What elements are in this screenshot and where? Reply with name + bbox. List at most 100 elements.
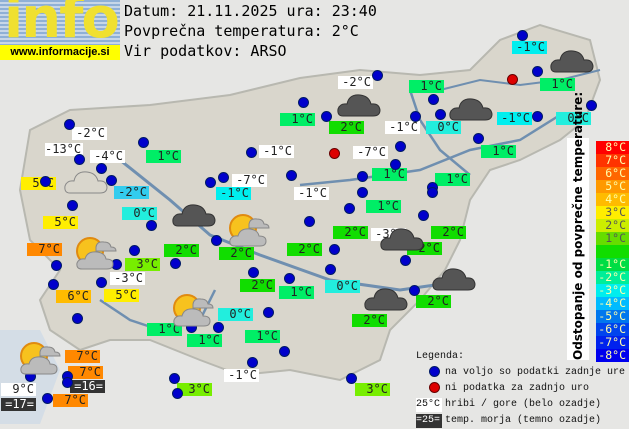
station-temperature[interactable]: 5°C xyxy=(43,216,78,229)
station-dot-icon[interactable] xyxy=(372,70,383,81)
station-temperature[interactable]: 1°C xyxy=(146,150,181,163)
station-dot-icon[interactable] xyxy=(64,119,75,130)
station-dot-icon[interactable] xyxy=(427,187,438,198)
station-temperature[interactable]: 7°C xyxy=(68,366,103,379)
station-dot-icon[interactable] xyxy=(96,277,107,288)
station-dot-icon[interactable] xyxy=(211,235,222,246)
station-temperature[interactable]: -7°C xyxy=(353,146,388,159)
station-temperature[interactable]: 1°C xyxy=(435,173,470,186)
station-dot-icon[interactable] xyxy=(170,258,181,269)
station-temperature[interactable]: 1°C xyxy=(540,78,575,91)
station-temperature[interactable]: -1°C xyxy=(294,187,329,200)
station-temperature[interactable]: -2°C xyxy=(114,186,149,199)
station-dot-icon[interactable] xyxy=(400,255,411,266)
station-missing-dot-icon[interactable] xyxy=(329,148,340,159)
station-dot-icon[interactable] xyxy=(146,220,157,231)
station-dot-icon[interactable] xyxy=(586,100,597,111)
station-temperature[interactable]: -1°C xyxy=(259,145,294,158)
station-temperature[interactable]: 2°C xyxy=(352,314,387,327)
station-temperature[interactable]: 1°C xyxy=(280,113,315,126)
station-dot-icon[interactable] xyxy=(51,260,62,271)
station-temperature[interactable]: 2°C xyxy=(416,295,451,308)
station-temperature[interactable]: =16= xyxy=(70,380,105,393)
station-dot-icon[interactable] xyxy=(344,203,355,214)
station-dot-icon[interactable] xyxy=(395,141,406,152)
station-dot-icon[interactable] xyxy=(172,388,183,399)
station-temperature[interactable]: -13°C xyxy=(45,142,83,156)
station-dot-icon[interactable] xyxy=(304,216,315,227)
station-temperature[interactable]: -7°C xyxy=(232,174,267,187)
station-temperature[interactable]: 0°C xyxy=(325,280,360,293)
station-dot-icon[interactable] xyxy=(357,187,368,198)
station-temperature[interactable]: 5°C xyxy=(104,289,139,302)
station-dot-icon[interactable] xyxy=(42,393,53,404)
station-temperature[interactable]: 2°C xyxy=(164,244,199,257)
station-dot-icon[interactable] xyxy=(286,170,297,181)
station-temperature[interactable]: -1°C xyxy=(224,369,259,382)
station-dot-icon[interactable] xyxy=(67,200,78,211)
station-temperature[interactable]: -1°C xyxy=(385,121,420,134)
station-temperature[interactable]: -2°C xyxy=(72,127,107,140)
station-temperature[interactable]: 2°C xyxy=(431,226,466,239)
station-dot-icon[interactable] xyxy=(325,264,336,275)
station-temperature[interactable]: 3°C xyxy=(125,258,160,271)
station-dot-icon[interactable] xyxy=(428,94,439,105)
station-temperature[interactable]: 7°C xyxy=(53,394,88,407)
station-dot-icon[interactable] xyxy=(72,313,83,324)
station-temperature[interactable]: 2°C xyxy=(333,226,368,239)
station-temperature[interactable]: 3°C xyxy=(177,383,212,396)
station-dot-icon[interactable] xyxy=(357,171,368,182)
station-temperature[interactable]: 3°C xyxy=(355,383,390,396)
station-dot-icon[interactable] xyxy=(48,279,59,290)
station-dot-icon[interactable] xyxy=(138,137,149,148)
station-dot-icon[interactable] xyxy=(298,97,309,108)
station-dot-icon[interactable] xyxy=(390,159,401,170)
station-temperature[interactable]: 2°C xyxy=(219,247,254,260)
station-temperature[interactable]: 0°C xyxy=(426,121,461,134)
station-dot-icon[interactable] xyxy=(517,30,528,41)
station-dot-icon[interactable] xyxy=(532,111,543,122)
logo-url[interactable]: www.informacije.si xyxy=(0,45,120,60)
station-temperature[interactable]: 7°C xyxy=(27,243,62,256)
station-temperature[interactable]: 1°C xyxy=(366,200,401,213)
station-temperature[interactable]: 2°C xyxy=(240,279,275,292)
station-dot-icon[interactable] xyxy=(418,210,429,221)
station-dot-icon[interactable] xyxy=(129,245,140,256)
station-dot-icon[interactable] xyxy=(247,357,258,368)
station-temperature[interactable]: 0°C xyxy=(556,112,591,125)
station-dot-icon[interactable] xyxy=(213,322,224,333)
station-dot-icon[interactable] xyxy=(409,285,420,296)
station-dot-icon[interactable] xyxy=(106,175,117,186)
station-temperature[interactable]: 2°C xyxy=(287,243,322,256)
station-dot-icon[interactable] xyxy=(248,267,259,278)
station-dot-icon[interactable] xyxy=(169,373,180,384)
station-temperature[interactable]: 1°C xyxy=(372,168,407,181)
station-dot-icon[interactable] xyxy=(321,111,332,122)
station-temperature[interactable]: -1°C xyxy=(216,187,251,200)
station-dot-icon[interactable] xyxy=(40,176,51,187)
station-temperature[interactable]: 1°C xyxy=(245,330,280,343)
station-temperature[interactable]: 7°C xyxy=(65,350,100,363)
station-dot-icon[interactable] xyxy=(284,273,295,284)
station-temperature[interactable]: =17= xyxy=(1,398,36,411)
station-temperature[interactable]: -1°C xyxy=(497,112,532,125)
station-dot-icon[interactable] xyxy=(279,346,290,357)
station-missing-dot-icon[interactable] xyxy=(507,74,518,85)
station-temperature[interactable]: 1°C xyxy=(409,80,444,93)
station-temperature[interactable]: 1°C xyxy=(187,334,222,347)
station-dot-icon[interactable] xyxy=(410,111,421,122)
station-temperature[interactable]: 9°C xyxy=(1,383,36,396)
station-dot-icon[interactable] xyxy=(263,307,274,318)
station-dot-icon[interactable] xyxy=(218,172,229,183)
station-dot-icon[interactable] xyxy=(246,147,257,158)
station-temperature[interactable]: -2°C xyxy=(338,76,373,89)
station-dot-icon[interactable] xyxy=(96,163,107,174)
station-temperature[interactable]: 2°C xyxy=(329,121,364,134)
station-temperature[interactable]: -3°C xyxy=(110,272,145,285)
station-temperature[interactable]: 6°C xyxy=(56,290,91,303)
station-temperature[interactable]: 1°C xyxy=(147,323,182,336)
station-dot-icon[interactable] xyxy=(205,177,216,188)
station-dot-icon[interactable] xyxy=(435,109,446,120)
logo[interactable]: info www.informacije.si xyxy=(0,0,120,60)
station-temperature[interactable]: -1°C xyxy=(512,41,547,54)
